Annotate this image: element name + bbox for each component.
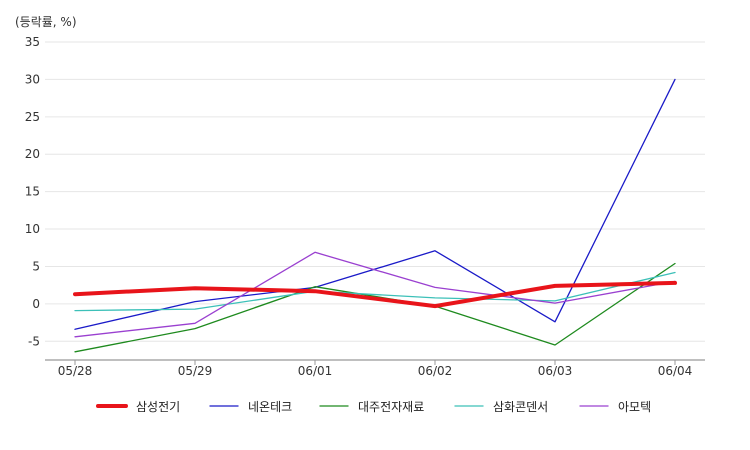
y-tick-label: 10 (25, 222, 40, 236)
y-tick-label: 30 (25, 72, 40, 86)
x-tick-label: 06/04 (658, 364, 693, 378)
y-tick-label: 5 (32, 259, 40, 273)
y-tick-label: 0 (32, 297, 40, 311)
series-line-3 (74, 262, 676, 353)
series-lines (73, 78, 677, 353)
axes: 35 30 25 20 15 10 5 0 -5 05/28 05/29 06/01 06/02 06/0… (25, 35, 705, 378)
y-tick-label: 15 (25, 185, 40, 199)
gridlines (45, 41, 705, 342)
y-tick-label: 35 (25, 35, 40, 49)
legend: 삼성전기 네온테크 대주전자재료 삼화콘덴서 아모텍 (96, 400, 651, 414)
legend-label: 아모텍 (618, 400, 651, 414)
series-line-4 (74, 271, 676, 312)
x-tick-label: 06/01 (298, 364, 333, 378)
legend-label: 네온테크 (248, 400, 292, 414)
y-tick-label: 25 (25, 110, 40, 124)
y-tick-label: 20 (25, 147, 40, 161)
legend-label: 대주전자재료 (358, 400, 424, 414)
legend-label: 삼성전기 (136, 400, 180, 414)
series-line-1 (73, 280, 677, 309)
x-tick-label: 05/29 (178, 364, 213, 378)
x-tick-label: 06/03 (538, 364, 573, 378)
y-unit-label: (등락률, %) (15, 15, 77, 29)
x-tick-label: 06/02 (418, 364, 453, 378)
legend-label: 삼화콘덴서 (493, 400, 548, 414)
series-line-2 (74, 78, 676, 330)
y-tick-label: -5 (28, 334, 40, 348)
series-line-5 (74, 251, 676, 338)
x-tick-label: 05/28 (58, 364, 93, 378)
